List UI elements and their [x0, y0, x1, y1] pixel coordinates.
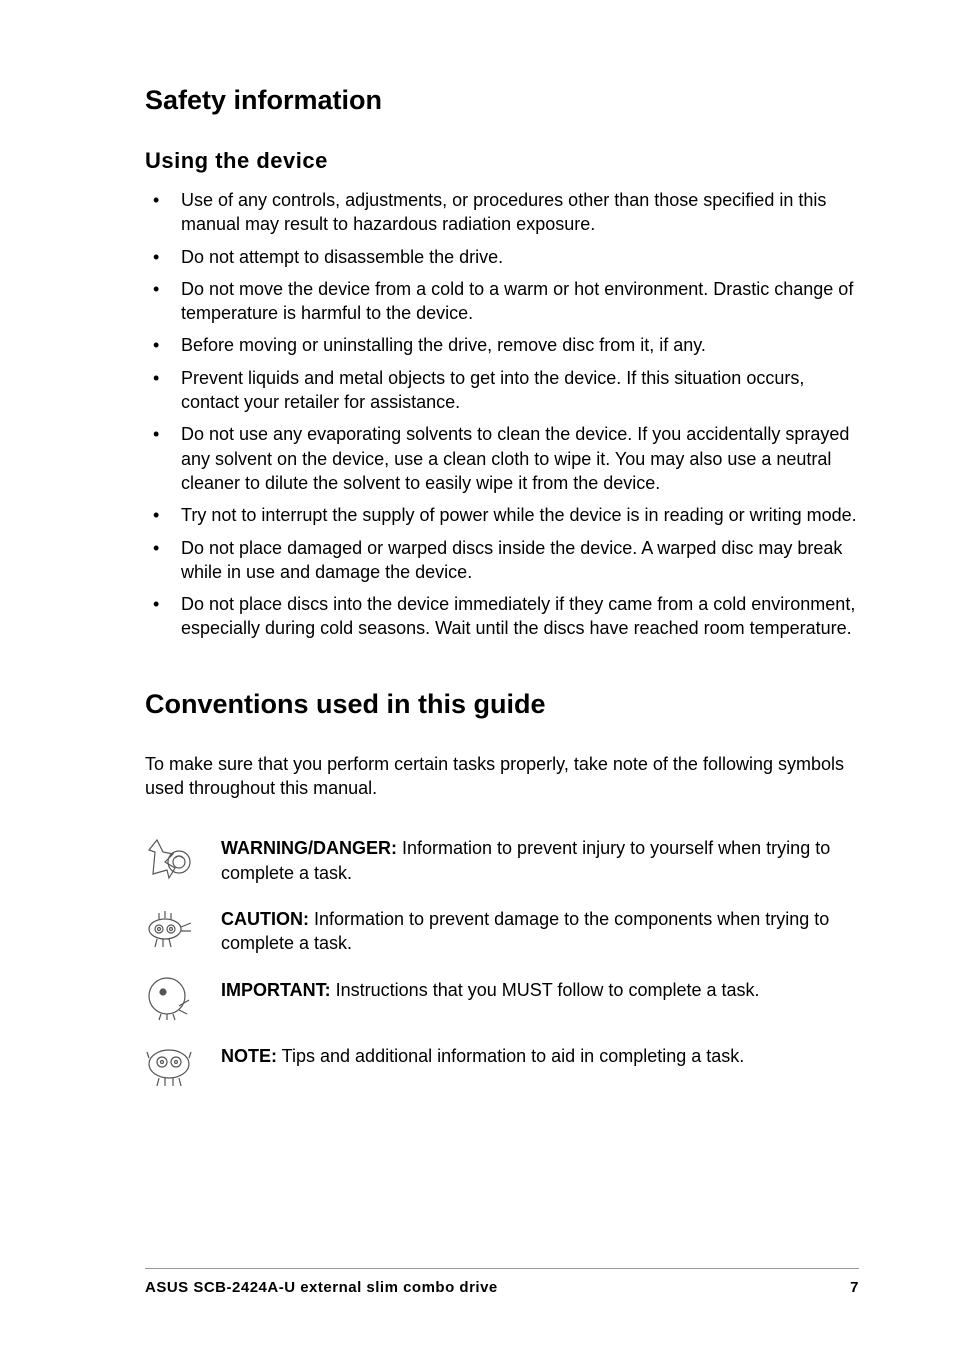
convention-desc: Tips and additional information to aid i…: [277, 1046, 744, 1066]
convention-item-note: NOTE: Tips and additional information to…: [145, 1040, 859, 1088]
page-number: 7: [850, 1279, 859, 1296]
safety-title: Safety information: [145, 85, 859, 116]
convention-label: CAUTION:: [221, 909, 309, 929]
caution-icon: [145, 903, 193, 951]
list-item: Do not attempt to disassemble the drive.: [145, 245, 859, 269]
conventions-title: Conventions used in this guide: [145, 689, 859, 720]
list-item: Prevent liquids and metal objects to get…: [145, 366, 859, 415]
convention-label: NOTE:: [221, 1046, 277, 1066]
note-icon: [145, 1040, 193, 1088]
page-footer: ASUS SCB-2424A-U external slim combo dri…: [145, 1268, 859, 1296]
list-item: Do not place discs into the device immed…: [145, 592, 859, 641]
conventions-intro: To make sure that you perform certain ta…: [145, 752, 859, 801]
convention-text: WARNING/DANGER: Information to prevent i…: [221, 832, 859, 885]
important-icon: [145, 974, 193, 1022]
using-device-subheading: Using the device: [145, 148, 859, 174]
convention-desc: Information to prevent damage to the com…: [221, 909, 829, 953]
convention-item-important: IMPORTANT: Instructions that you MUST fo…: [145, 974, 859, 1022]
warning-icon: [145, 832, 193, 880]
convention-label: WARNING/DANGER:: [221, 838, 397, 858]
list-item: Do not place damaged or warped discs ins…: [145, 536, 859, 585]
list-item: Before moving or uninstalling the drive,…: [145, 333, 859, 357]
safety-bullet-list: Use of any controls, adjustments, or pro…: [145, 188, 859, 641]
list-item: Try not to interrupt the supply of power…: [145, 503, 859, 527]
list-item: Do not move the device from a cold to a …: [145, 277, 859, 326]
convention-item-caution: CAUTION: Information to prevent damage t…: [145, 903, 859, 956]
convention-text: IMPORTANT: Instructions that you MUST fo…: [221, 974, 760, 1002]
conventions-list: WARNING/DANGER: Information to prevent i…: [145, 832, 859, 1087]
list-item: Do not use any evaporating solvents to c…: [145, 422, 859, 495]
footer-rule: [145, 1268, 859, 1269]
convention-text: NOTE: Tips and additional information to…: [221, 1040, 744, 1068]
convention-item-warning: WARNING/DANGER: Information to prevent i…: [145, 832, 859, 885]
convention-label: IMPORTANT:: [221, 980, 331, 1000]
list-item: Use of any controls, adjustments, or pro…: [145, 188, 859, 237]
convention-desc: Instructions that you MUST follow to com…: [331, 980, 760, 1000]
convention-text: CAUTION: Information to prevent damage t…: [221, 903, 859, 956]
footer-product-name: ASUS SCB-2424A-U external slim combo dri…: [145, 1279, 498, 1296]
